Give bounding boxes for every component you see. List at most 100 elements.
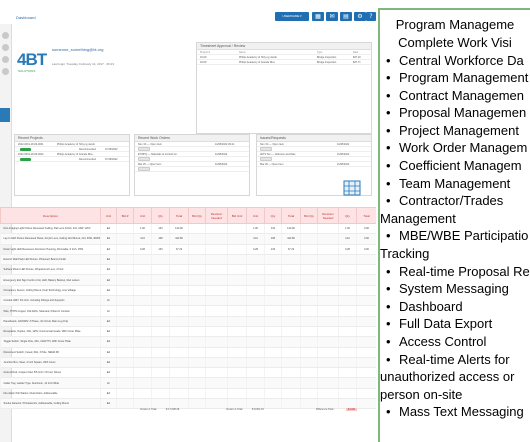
cell-value: [227, 264, 247, 276]
cell-value: [227, 357, 247, 369]
cell-value: EA: [100, 347, 117, 358]
feature-heading-line1: Program Manageme: [395, 17, 515, 32]
table-row[interactable]: Down Light LED Recessed, Aluminum Housin…: [0, 244, 376, 255]
open-button[interactable]: [260, 147, 272, 151]
nav-home-icon[interactable]: [2, 32, 9, 39]
help-icon[interactable]: ?: [366, 12, 376, 21]
list-item[interactable]: Mar 26 — Open Item 11/08/2022: [257, 162, 371, 167]
breadcrumb[interactable]: Dashboard: [16, 15, 36, 20]
user-email[interactable]: someone_something@bt.org: [52, 47, 104, 52]
row-value: $37.20: [353, 56, 361, 59]
table-row[interactable]: Surface Mount LED Fixture, Wraparound Le…: [0, 264, 376, 276]
cell-value: 108: [264, 233, 282, 245]
column-header: Total: [281, 207, 301, 224]
feature-list: • Central Workforce Da • Program Management…: [380, 52, 530, 421]
row-id: Nov. 04 — Open Item: [138, 143, 162, 146]
feature-item: • Coefficient Managem: [380, 157, 530, 175]
list-item[interactable]: 2022-0001-18-09-0001 Philips Academy of …: [15, 142, 129, 147]
cell-value: [338, 326, 357, 338]
cell-value: [205, 377, 228, 389]
user-menu-button[interactable]: USERNAME ▾: [275, 12, 309, 21]
cell-value: [188, 233, 206, 245]
cell-value: [133, 336, 152, 348]
open-button[interactable]: [138, 147, 150, 151]
cell-value: [300, 336, 318, 348]
cell-value: [300, 326, 318, 338]
table-row[interactable]: Disconnect Switch, Fused, 60A, 3 Pole, N…: [0, 347, 376, 358]
cell-value: [317, 274, 339, 286]
cell-description: Surface Mount LED Fixture, Wraparound Le…: [0, 264, 101, 276]
cell-value: [151, 264, 170, 276]
list-item[interactable]: JETS Tec — Jefferson and Dale 11/08/2022: [257, 152, 371, 157]
cell-value: [205, 295, 228, 307]
feature-heading: Program Manageme Complete Work Visi: [380, 16, 530, 51]
table-row[interactable]: Ground Rod, Copper Clad, 5/8 Inch x 8 Fo…: [0, 367, 376, 379]
nav-contracts-icon[interactable]: [2, 68, 9, 75]
open-button[interactable]: [260, 157, 272, 161]
table-row[interactable]: Conduit, EMT, 3/4 Inch, Including Fittin…: [0, 295, 376, 307]
cell-value: [188, 295, 206, 307]
cell-description: Non-Imaging Light Fixture Recessed Ceili…: [0, 223, 101, 235]
list-item[interactable]: 18-09 Philips Academy of Grande Rice Bri…: [197, 60, 371, 65]
cell-value: [169, 347, 189, 358]
cell-value: [300, 398, 318, 410]
status-badge: [20, 147, 31, 151]
open-button[interactable]: [138, 157, 150, 161]
open-button[interactable]: [138, 167, 150, 171]
table-row[interactable]: Toggle Switch, Single Pole, 20A, 120/277…: [0, 336, 376, 348]
cell-description: Cable Tray, Ladder Type, Aluminum, 12 In…: [0, 377, 101, 389]
cell-description: Junction Box, Steel, 4 Inch Square, With…: [0, 357, 101, 369]
list-item[interactable]: 19-09 Philips Academy of Holy-ng Jacob B…: [197, 55, 371, 60]
gear-icon[interactable]: ⚙: [354, 12, 366, 21]
top-toolbar: USERNAME ▾ ▦ ✉ ▤ ⚙ ?: [0, 10, 376, 24]
table-row[interactable]: Exterior Wall Pack LED Fixture, Photocel…: [0, 254, 376, 266]
cell-value: [205, 367, 228, 379]
cell-value: [281, 367, 301, 379]
totals-right-label: Difference Total: [316, 408, 334, 411]
table-row[interactable]: Junction Box, Steel, 4 Inch Square, With…: [0, 357, 376, 369]
list-item[interactable]: Mar 26 — Open Item 11/08/2022: [135, 162, 249, 167]
table-row[interactable]: Receptacle, Duplex, 20A, 125V, Commercia…: [0, 326, 376, 338]
table-row[interactable]: Wire, THHN Copper, #12 AWG, Stranded, Pu…: [0, 305, 376, 317]
table-row[interactable]: Lay-In LED Fixture Recessed Panel, Acryl…: [0, 233, 376, 245]
cell-value: [205, 285, 228, 297]
table-row[interactable]: Emergency Exit Sign Combo Unit, LED, Bat…: [0, 274, 376, 286]
cell-value: [227, 285, 247, 297]
nav-projects-icon[interactable]: [2, 44, 9, 51]
envelope-icon[interactable]: ✉: [326, 12, 338, 21]
cell-value: [133, 264, 152, 276]
cell-value: [264, 264, 282, 276]
column-header: Bid #: [116, 207, 134, 224]
table-row[interactable]: Cable Tray, Ladder Type, Aluminum, 12 In…: [0, 377, 376, 389]
nav-proposals-icon[interactable]: [2, 56, 9, 63]
col-header: Project #: [200, 51, 210, 54]
cell-value: 4.10: [246, 233, 265, 245]
list-item[interactable]: ETWHQ — Materials to Control Inc. 11/08/…: [135, 152, 249, 157]
list-item-action: [135, 167, 249, 172]
list-item[interactable]: 2022-0002-18-09-0002 Philips Academy of …: [15, 152, 129, 157]
bullet-icon: •: [386, 140, 391, 156]
cell-value: [300, 274, 318, 286]
list-item[interactable]: Nov. 04 — Open Item 11/08/2022 09:41: [135, 142, 249, 147]
cell-value: [246, 254, 265, 266]
cell-value: [338, 285, 357, 297]
table-row[interactable]: Panelboard, 120/208V, 3 Phase, 42 Circui…: [0, 316, 376, 327]
feature-item: • Full Data Export: [380, 315, 530, 333]
cell-value: [356, 377, 376, 389]
list-item[interactable]: Nov. 04 — Open Item 11/08/2022: [257, 142, 371, 147]
cell-value: [300, 254, 318, 266]
cell-value: [133, 295, 152, 307]
cell-value: [116, 223, 134, 235]
calendar-icon[interactable]: ▦: [312, 12, 324, 21]
table-row[interactable]: Fire Alarm Pull Station, Dual Action, Ad…: [0, 388, 376, 400]
table-row[interactable]: Non-Imaging Light Fixture Recessed Ceili…: [0, 223, 376, 235]
cell-value: [205, 223, 228, 235]
panel-title: Issues/Requests: [257, 135, 371, 142]
table-row[interactable]: Occupancy Sensor, Ceiling Mount, Dual Te…: [0, 285, 376, 297]
timesheet-panel: Timesheet Approval / Review Project # Na…: [196, 42, 372, 134]
row-date: 11/08/2022: [337, 143, 350, 146]
printer-icon[interactable]: ▤: [340, 12, 352, 21]
cell-value: [356, 264, 376, 276]
cell-description: Wire, THHN Copper, #12 AWG, Stranded, Pu…: [0, 305, 101, 317]
table-row[interactable]: Smoke Detector, Photoelectric, Addressab…: [0, 398, 376, 410]
